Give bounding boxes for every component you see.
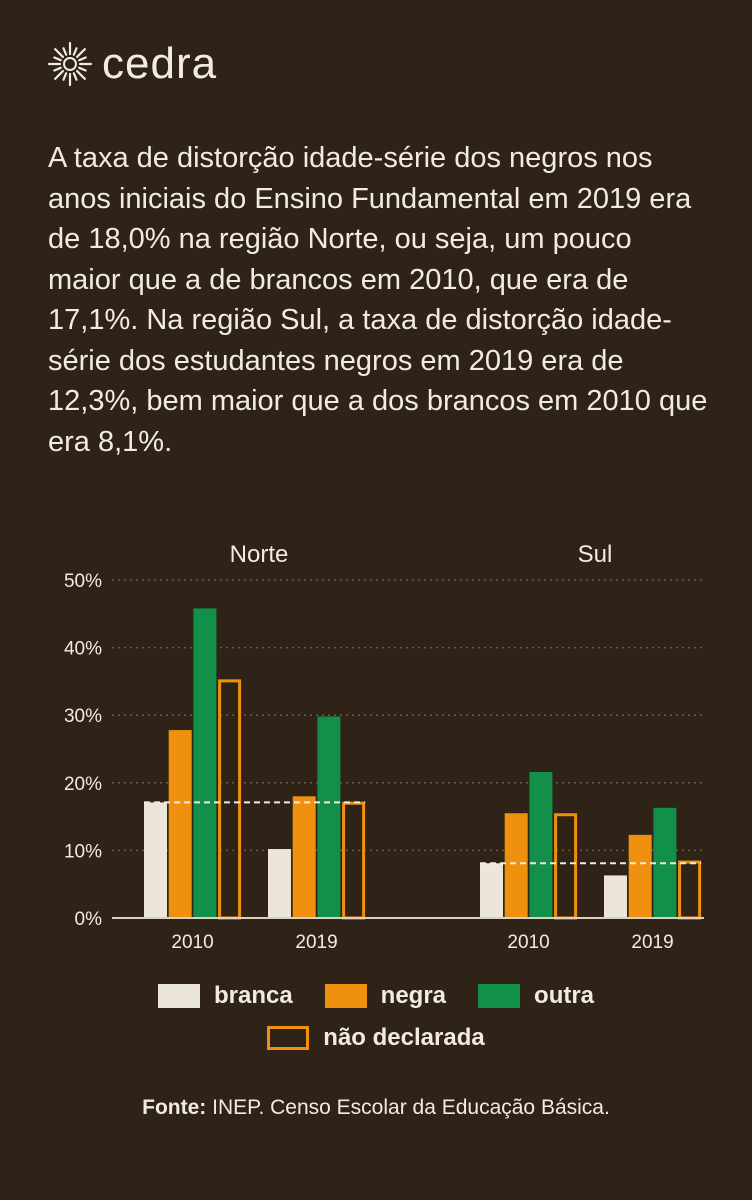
bar-chart: 0% 10% 20% 30% 40% 50% Norte 2010 2019 Sul 2010 201… [64,541,704,953]
y-tick-label: 0% [75,909,103,930]
x-tick-label: 2019 [295,932,337,953]
sun-ray [62,72,68,81]
bar-outra [193,608,217,918]
sun-burst-icon [47,41,93,87]
region-label: Sul [578,541,613,568]
bar-outra [317,716,341,918]
sun-ray [54,48,65,59]
bar-branca [144,802,167,918]
bar-branca [480,863,503,918]
sun-ray [78,66,87,72]
legend-item-negra: negra [324,982,447,1010]
y-tick-label: 40% [64,639,102,660]
legend-swatch-branca [157,984,200,1008]
bar-negra [292,796,316,918]
bar-negra [628,834,652,918]
source-note: Fonte: INEP. Censo Escolar da Educação B… [0,1096,752,1120]
legend-item-branca: branca [157,982,293,1010]
legend-swatch-nao-declarada [267,1026,310,1050]
sun-ray [72,72,78,81]
legend-item-nao-declarada: não declarada [267,1024,485,1052]
brand-name: cedra [102,39,218,88]
source-text: INEP. Censo Escolar da Educação Básica. [206,1096,610,1119]
sun-ray [62,47,68,56]
legend-label-branca: branca [213,982,293,1009]
sun-ray [54,69,65,80]
sun-ray [75,69,86,80]
bar-branca [268,849,291,918]
sun-ray [72,47,78,56]
sun-ray [75,48,86,59]
bar-não-declarada [342,801,366,920]
legend-item-outra: outra [478,982,594,1010]
y-tick-label: 20% [64,774,102,795]
y-tick-label: 50% [64,571,102,592]
y-tick-label: 30% [64,706,102,727]
x-tick-label: 2010 [507,932,549,953]
legend-label-outra: outra [534,982,595,1009]
bar-branca [604,875,627,918]
bar-não-declarada [554,813,578,920]
sun-ray [53,56,62,62]
bar-outra [529,771,553,918]
bar-negra [168,730,192,918]
bar-não-declarada [678,860,702,920]
legend-swatch-negra [324,984,367,1008]
chart-legend: branca negra outra não declarada [0,982,752,1066]
bar-negra [504,813,528,918]
x-tick-label: 2010 [171,932,213,953]
legend-swatch-outra [478,984,521,1008]
source-label: Fonte: [142,1096,207,1119]
sun-ray [53,66,62,72]
legend-label-negra: negra [380,982,447,1009]
brand-logo: cedra [46,40,217,88]
y-tick-label: 10% [64,841,102,862]
sun-ray [78,56,87,62]
legend-label-nao-declarada: não declarada [323,1024,485,1051]
intro-paragraph: A taxa de distorção idade-série dos negr… [48,142,708,458]
x-tick-label: 2019 [631,932,673,953]
region-label: Norte [230,541,289,568]
bar-não-declarada [218,679,242,920]
